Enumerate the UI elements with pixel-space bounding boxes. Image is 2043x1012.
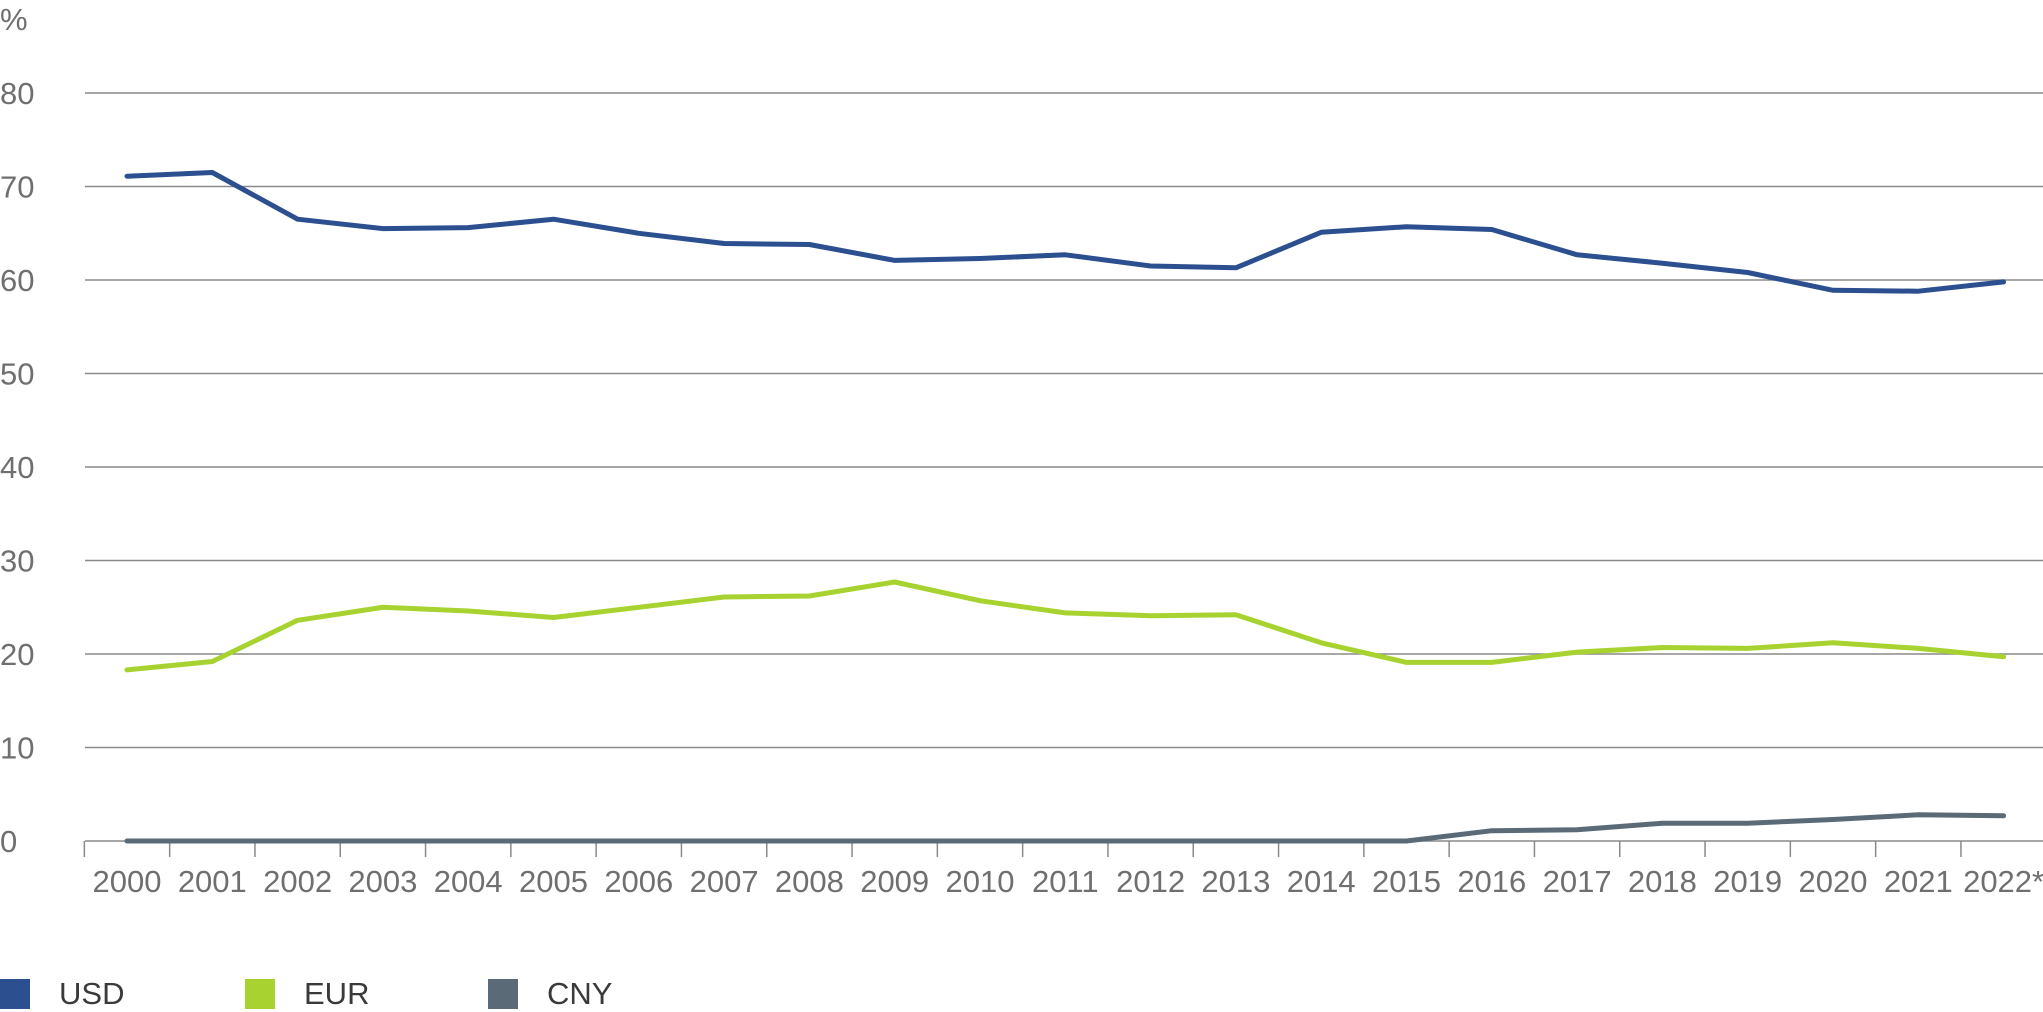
x-tick-label-2014: 2014 [1287, 864, 1356, 899]
x-tick-label-2015: 2015 [1372, 864, 1441, 899]
y-axis-unit-label: % [0, 2, 28, 37]
x-tick-label-2001: 2001 [178, 864, 247, 899]
x-tick-label-2004: 2004 [434, 864, 503, 899]
y-tick-label-20: 20 [0, 637, 34, 672]
x-axis: 2000 2001 2002 2003 2004 2005 2006 2007 2008 2009… [83, 840, 2043, 899]
series-line-eur [124, 579, 2007, 673]
y-tick-label-70: 70 [0, 170, 34, 205]
x-tick-label-2011: 2011 [1032, 864, 1099, 899]
x-tick-label-2000: 2000 [93, 864, 162, 899]
x-tick-label-2019: 2019 [1713, 864, 1782, 899]
x-tick-label-2002: 2002 [263, 864, 332, 899]
x-tick-label-2020: 2020 [1799, 864, 1868, 899]
x-tick-label-2005: 2005 [519, 864, 588, 899]
legend-swatch-usd [0, 979, 30, 1009]
x-tick-label-2007: 2007 [690, 864, 759, 899]
legend-swatch-cny [488, 979, 518, 1009]
gridlines [85, 92, 2043, 749]
y-tick-label-80: 80 [0, 76, 34, 111]
y-tick-label-0: 0 [0, 824, 17, 859]
x-tick-label-2010: 2010 [946, 864, 1015, 899]
x-tick-label-2006: 2006 [604, 864, 673, 899]
x-tick-label-2008: 2008 [775, 864, 844, 899]
y-tick-label-10: 10 [0, 731, 34, 766]
x-tick-label-2021: 2021 [1884, 864, 1953, 899]
series-line-usd [124, 170, 2007, 294]
legend-label-usd: USD [59, 976, 125, 1011]
legend-label-cny: CNY [547, 976, 613, 1011]
legend-label-eur: EUR [304, 976, 370, 1011]
series-line-cny [124, 812, 2007, 844]
x-tick-label-2022: 2022* [1963, 864, 2043, 899]
legend: USD EUR CNY [0, 974, 900, 1012]
y-axis-ticks: 0 10 20 30 40 50 60 70 80 [0, 76, 34, 859]
y-tick-label-40: 40 [0, 450, 34, 485]
series-lines [124, 170, 2007, 844]
line-chart: % 0 10 20 30 40 50 60 70 80 2000 2001 2002 2003 2004… [0, 2, 2043, 899]
x-tick-label-2012: 2012 [1116, 864, 1185, 899]
legend-swatch-eur [245, 979, 275, 1009]
y-tick-label-50: 50 [0, 357, 34, 392]
x-tick-label-2009: 2009 [860, 864, 929, 899]
x-tick-label-2017: 2017 [1543, 864, 1612, 899]
x-tick-label-2018: 2018 [1628, 864, 1697, 899]
x-tick-label-2003: 2003 [348, 864, 417, 899]
x-tick-label-2013: 2013 [1201, 864, 1270, 899]
y-tick-label-30: 30 [0, 544, 34, 579]
y-tick-label-60: 60 [0, 263, 34, 298]
x-tick-label-2016: 2016 [1457, 864, 1526, 899]
